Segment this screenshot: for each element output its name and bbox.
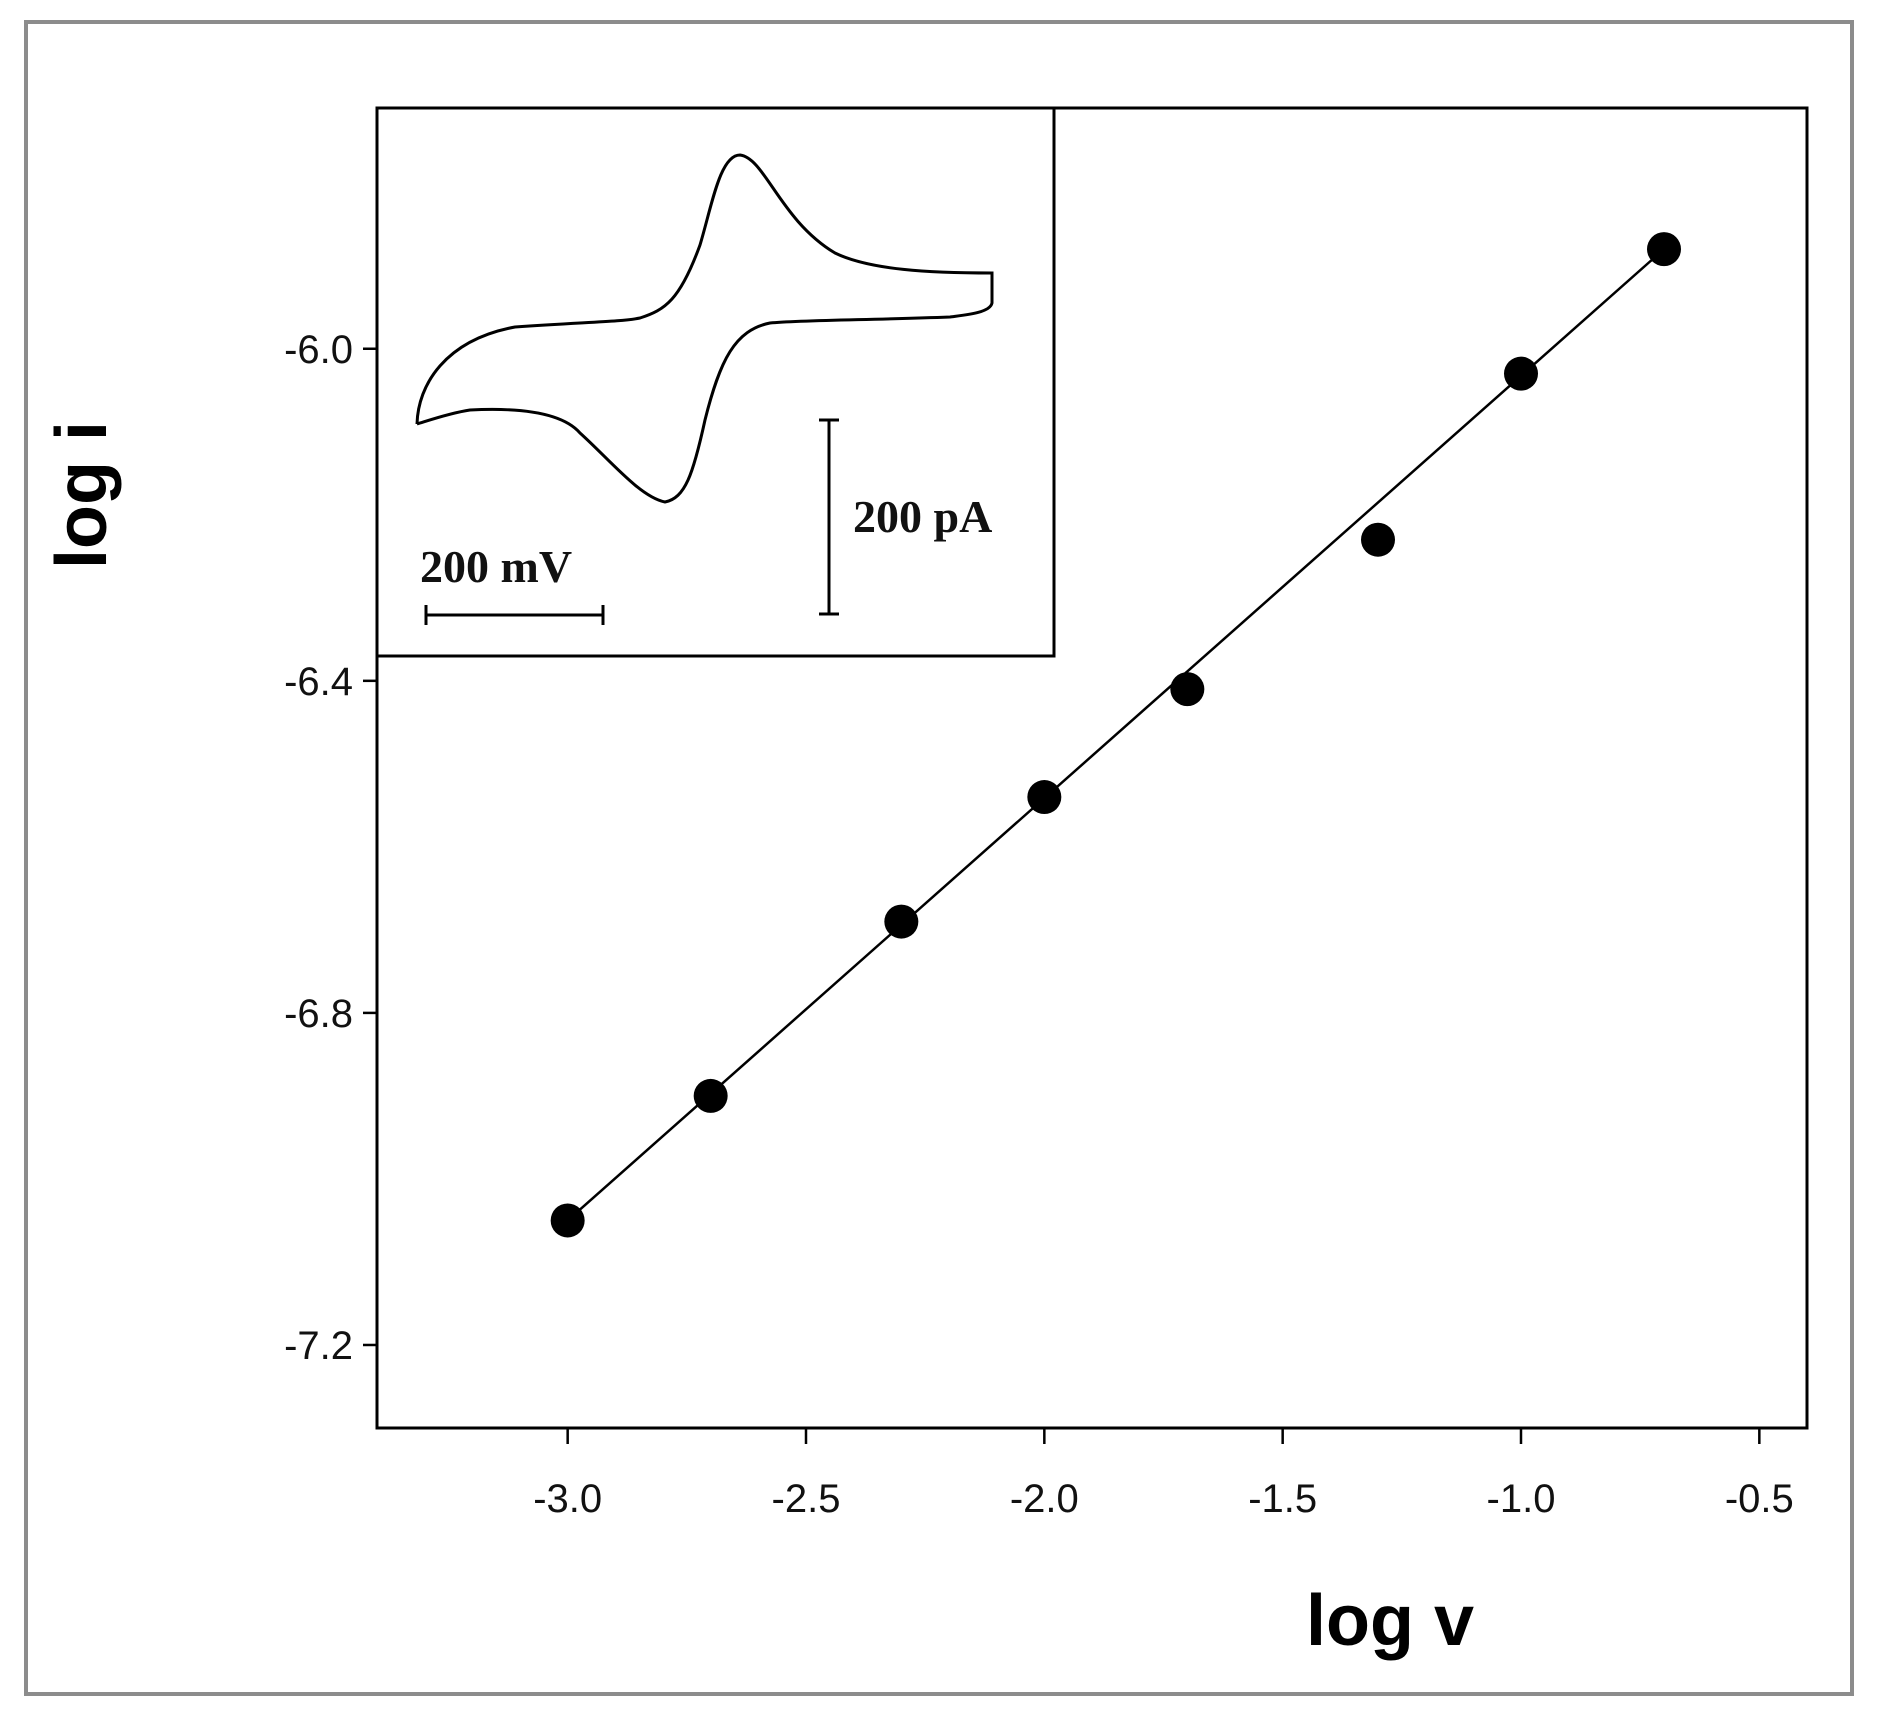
data-point bbox=[693, 1078, 728, 1113]
data-point bbox=[884, 904, 919, 939]
data-point bbox=[1361, 522, 1395, 557]
y-tick-label: -6.8 bbox=[284, 992, 353, 1036]
data-point bbox=[1504, 356, 1538, 391]
y-axis-title: log i bbox=[42, 421, 122, 569]
data-points bbox=[550, 232, 1681, 1238]
x-tick-label: -1.5 bbox=[1248, 1477, 1317, 1521]
y-tick-label: -7.2 bbox=[284, 1324, 353, 1368]
figure-frame bbox=[24, 20, 1854, 1696]
inset-scale-bar-x-label: 200 mV bbox=[420, 541, 572, 592]
inset-scale-bar-y-label: 200 pA bbox=[853, 491, 992, 542]
y-tick-label: -6.0 bbox=[284, 328, 353, 372]
data-point bbox=[1170, 672, 1205, 707]
inset-voltammogram: 200 mV 200 pA bbox=[375, 106, 1056, 658]
data-point bbox=[1027, 780, 1062, 815]
fit-line bbox=[566, 248, 1665, 1222]
x-tick-label: -2.0 bbox=[1010, 1477, 1079, 1521]
x-tick-label: -0.5 bbox=[1725, 1477, 1794, 1521]
x-tick-label: -1.0 bbox=[1487, 1477, 1556, 1521]
data-point bbox=[550, 1203, 585, 1238]
plot-area-border bbox=[375, 106, 1809, 1430]
x-tick-label: -2.5 bbox=[772, 1477, 841, 1521]
x-axis: -3.0 -2.5 -2.0 -1.5 -1.0 -0.5 bbox=[533, 1428, 1794, 1521]
y-tick-label: -6.4 bbox=[284, 660, 353, 704]
x-tick-label: -3.0 bbox=[533, 1477, 602, 1521]
data-point bbox=[1647, 232, 1681, 267]
inset-cv-curve bbox=[415, 153, 994, 504]
y-axis: -6.0 -6.4 -6.8 -7.2 bbox=[284, 328, 377, 1368]
x-axis-title: log v bbox=[1306, 1581, 1474, 1661]
